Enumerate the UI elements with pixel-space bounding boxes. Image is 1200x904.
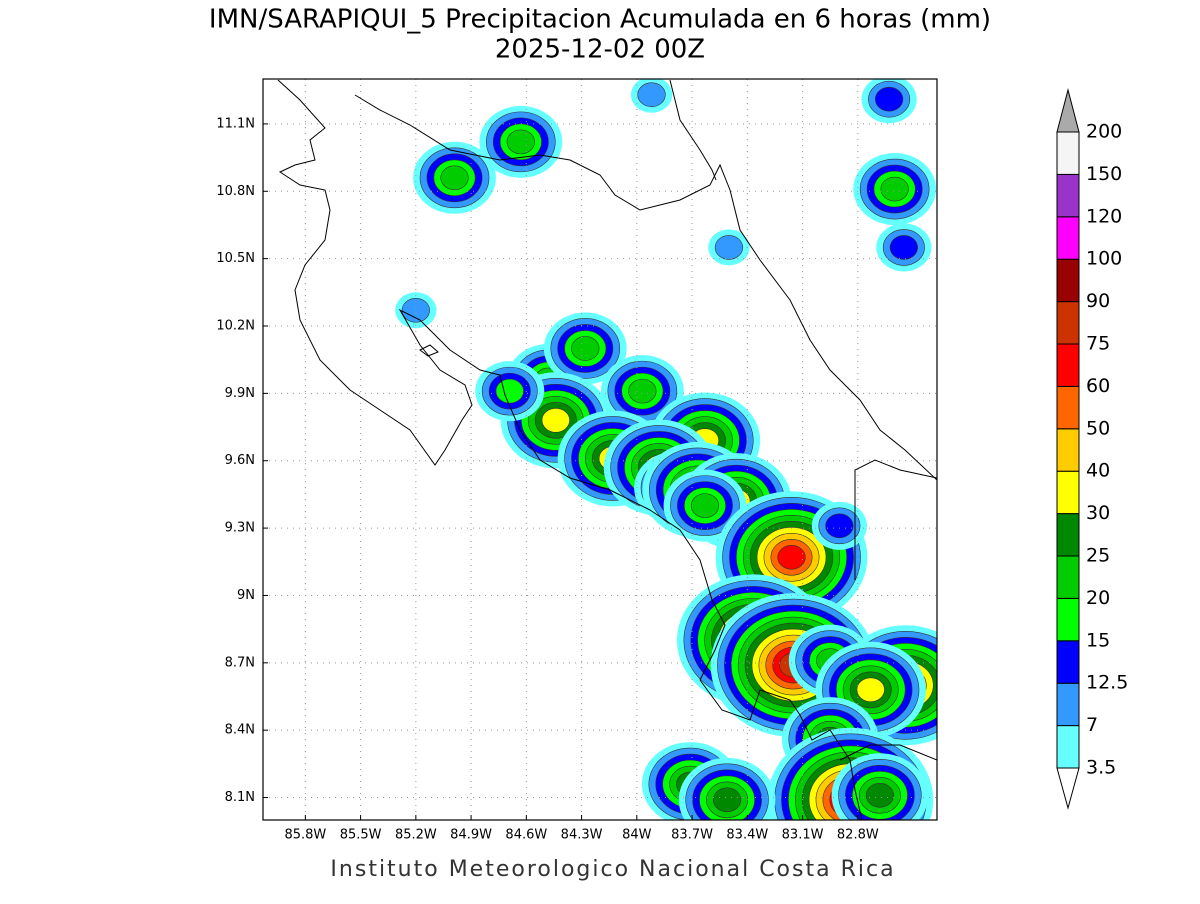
rain-contour: [889, 235, 918, 260]
colorbar-label: 60: [1086, 375, 1110, 397]
rain-contour: [401, 297, 430, 323]
colorbar-box: [1056, 131, 1080, 175]
x-tick-label: 83.7W: [671, 828, 713, 843]
colorbar-label: 100: [1086, 248, 1122, 270]
rain-contour: [637, 82, 666, 108]
border: [854, 459, 937, 580]
plot-frame: [262, 78, 938, 821]
colorbar-label: 200: [1086, 121, 1122, 143]
coastline: [354, 94, 937, 481]
y-tick-label: 9.9N: [225, 386, 255, 401]
chart-subtitle: 2025-12-02 00Z: [495, 35, 705, 65]
colorbar-box: [1056, 470, 1080, 515]
colorbar-box: [1056, 555, 1080, 599]
x-tick-label: 83.4W: [726, 828, 768, 843]
colorbar-label: 120: [1086, 205, 1122, 227]
y-tick-label: 10.2N: [216, 319, 255, 334]
x-tick-label: 85.2W: [395, 828, 437, 843]
colorbar-label: 25: [1086, 545, 1110, 567]
y-tick-label: 8.4N: [225, 723, 255, 738]
rain-contour: [714, 235, 744, 260]
lake: [419, 344, 439, 357]
colorbar-box: [1056, 682, 1080, 727]
rain-contour: [777, 544, 806, 570]
rain-contour: [875, 86, 904, 112]
colorbar-label: 90: [1086, 290, 1110, 312]
x-tick-label: 84.3W: [561, 828, 603, 843]
rain-contour: [712, 787, 742, 813]
rain-contour: [440, 165, 469, 191]
colorbar-label: 7: [1086, 714, 1098, 736]
y-tick-label: 9.3N: [225, 521, 255, 536]
x-tick-label: 84.6W: [505, 828, 547, 843]
y-tick-label: 8.7N: [225, 655, 255, 670]
coastline: [277, 79, 863, 820]
colorbar-box: [1056, 343, 1080, 387]
colorbar-label: 12.5: [1086, 672, 1128, 694]
x-tick-label: 85.8W: [284, 828, 326, 843]
colorbar-box: [1056, 173, 1080, 218]
colorbar-box: [1056, 216, 1080, 260]
rain-contour: [541, 408, 570, 433]
x-tick-label: 82.8W: [837, 828, 879, 843]
y-tick-label: 9N: [237, 588, 255, 603]
y-tick-label: 10.5N: [216, 251, 255, 266]
x-tick-label: 83.1W: [782, 828, 824, 843]
rain-contour: [571, 336, 600, 361]
rain-contour: [865, 782, 895, 808]
y-tick-label: 11.1N: [216, 116, 255, 131]
coastlines: [277, 79, 937, 820]
colorbar-label: 3.5: [1086, 757, 1116, 779]
colorbar-label: 15: [1086, 629, 1110, 651]
border: [839, 744, 937, 761]
colorbar-label: 20: [1086, 587, 1110, 609]
colorbar-label: 75: [1086, 333, 1110, 355]
colorbar-label: 30: [1086, 502, 1110, 524]
colorbar-label: 50: [1086, 417, 1110, 439]
colorbar-box: [1056, 725, 1080, 769]
rain-contour: [880, 176, 909, 202]
colorbar-label: 40: [1086, 460, 1110, 482]
y-tick-label: 8.1N: [225, 790, 255, 805]
rain-contour: [495, 378, 524, 404]
rain-contour: [506, 129, 535, 155]
colorbar-box: [1056, 597, 1080, 642]
chart-title: IMN/SARAPIQUI_5 Precipitacion Acumulada …: [209, 5, 991, 35]
colorbar-box: [1056, 428, 1080, 472]
rain-contour: [825, 513, 854, 539]
colorbar-box: [1056, 513, 1080, 557]
y-tick-label: 9.6N: [225, 453, 255, 468]
x-tick-label: 85.5W: [340, 828, 382, 843]
grid: [263, 79, 937, 820]
x-tick-label: 84.9W: [450, 828, 492, 843]
precip-field: [395, 79, 937, 820]
y-tick-label: 10.8N: [216, 184, 255, 199]
rain-contour: [690, 493, 720, 518]
colorbar-box: [1056, 258, 1080, 303]
colorbar-box: [1056, 301, 1080, 345]
colorbar-box: [1056, 640, 1080, 684]
x-tick-label: 84W: [622, 828, 652, 843]
footer: Instituto Meteorologico Nacional Costa R…: [330, 857, 895, 882]
colorbar-label: 150: [1086, 163, 1122, 185]
colorbar-above: [1056, 88, 1080, 133]
border: [669, 79, 717, 181]
rain-contour: [856, 677, 885, 703]
colorbar-below: [1056, 767, 1080, 810]
colorbar-box: [1056, 385, 1080, 430]
colorbar: 3.5 7 12.5 15 20 25 30 40 50 60 75 90 100 120 150 200: [1056, 88, 1128, 810]
rain-contour: [628, 378, 657, 404]
